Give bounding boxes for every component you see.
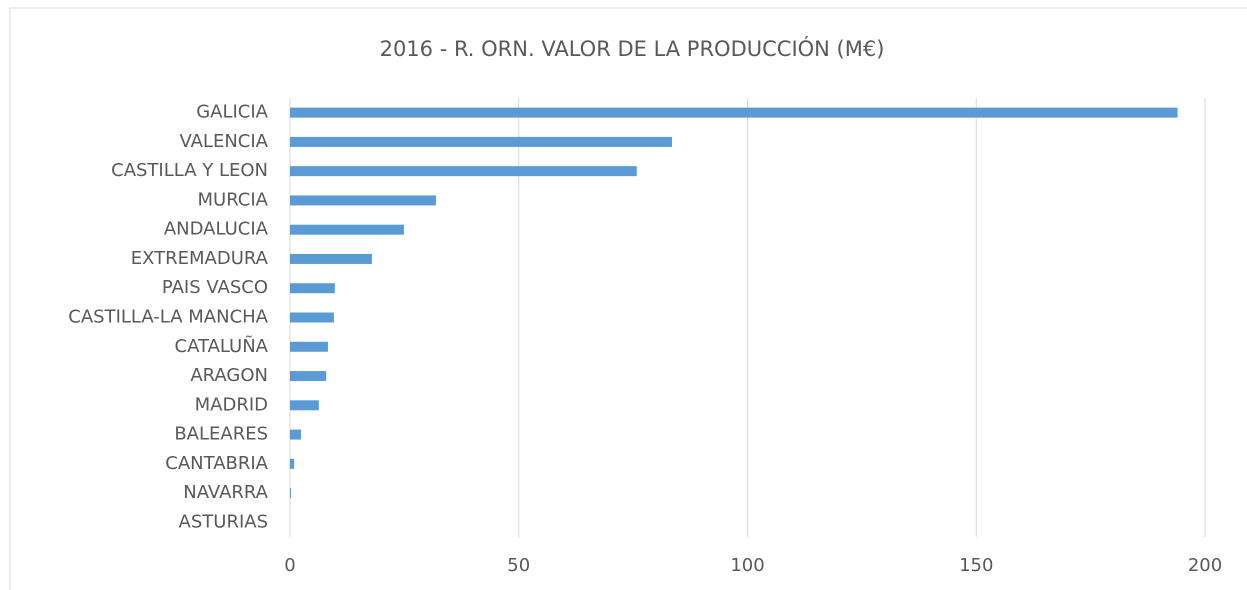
bar [290, 488, 291, 499]
plot: GALICIA VALENCIA CASTILLA Y LEON MURCIA ANDA… [68, 102, 1178, 532]
x-tick-label: 50 [507, 555, 530, 576]
y-tick-label: PAIS VASCO [162, 277, 268, 298]
y-tick-label: CASTILLA-LA MANCHA [68, 307, 268, 328]
bar [290, 458, 295, 469]
bar [290, 107, 1178, 118]
y-tick-label: ASTURIAS [179, 511, 268, 532]
y-tick-label: MURCIA [197, 189, 268, 210]
bar [290, 253, 372, 264]
y-tick-label: GALICIA [196, 102, 268, 123]
y-tick-label: CASTILLA Y LEON [111, 160, 268, 181]
x-tick-label: 0 [284, 555, 295, 576]
x-tick-label: 100 [730, 555, 764, 576]
y-tick-label: ANDALUCIA [164, 219, 269, 240]
chart-frame [9, 7, 1247, 590]
y-tick-label: VALENCIA [179, 131, 268, 152]
bar [290, 283, 335, 294]
bar [290, 429, 301, 440]
bar [290, 341, 328, 352]
bar [290, 224, 404, 235]
bar [290, 195, 436, 206]
y-tick-label: BALEARES [174, 424, 268, 445]
x-tick-label: 200 [1188, 555, 1222, 576]
bar [290, 166, 637, 177]
bar [290, 371, 327, 382]
y-tick-label: CANTABRIA [165, 453, 268, 474]
chart-title: 2016 - R. ORN. VALOR DE LA PRODUCCIÓN (M… [380, 36, 885, 61]
y-tick-label: MADRID [195, 394, 268, 415]
y-tick-label: NAVARRA [183, 482, 268, 503]
bar [290, 312, 334, 323]
y-tick-label: EXTREMADURA [131, 248, 269, 269]
bar [290, 400, 319, 411]
y-tick-label: CATALUÑA [175, 335, 269, 357]
y-tick-label: ARAGON [190, 365, 268, 386]
bar [290, 136, 673, 147]
x-tick-label: 150 [959, 555, 993, 576]
